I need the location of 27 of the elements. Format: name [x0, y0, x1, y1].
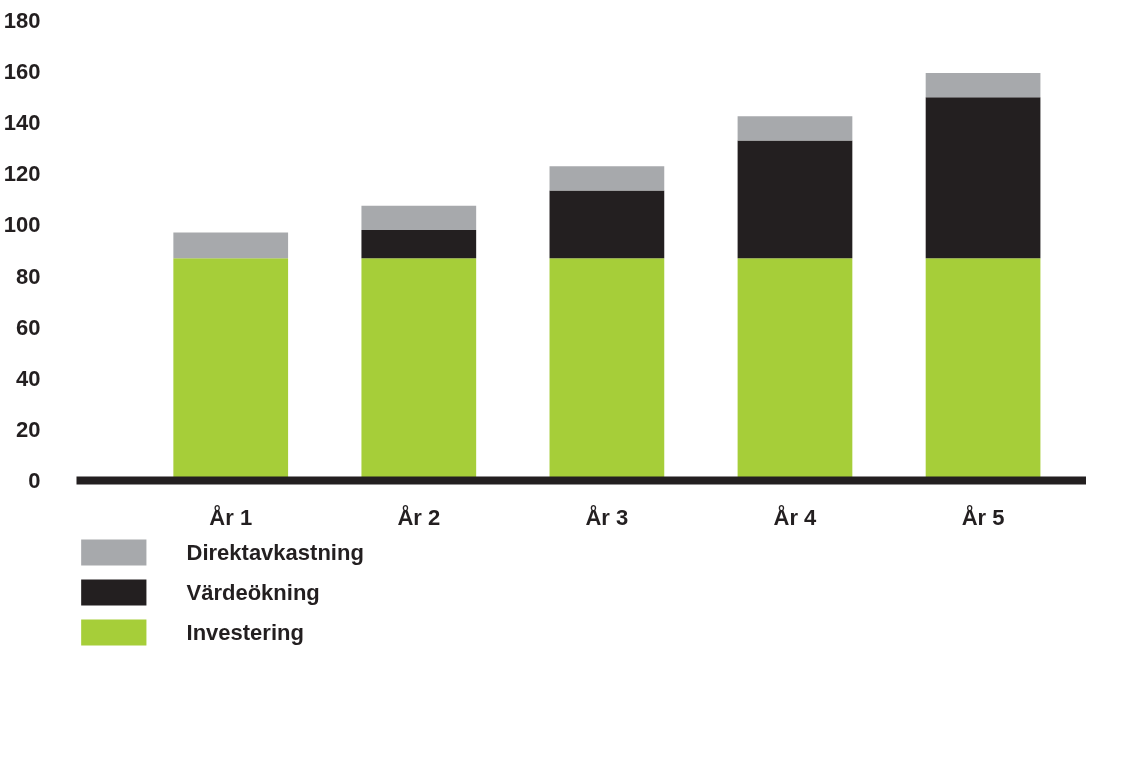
- y-tick-label: 160: [3, 59, 41, 85]
- x-tick-label: År 2: [397, 503, 441, 530]
- bar: [549, 166, 665, 191]
- legend-label: Värdeökning: [186, 580, 320, 605]
- y-tick-label: 60: [16, 314, 41, 340]
- bar: [361, 230, 477, 259]
- y-tick-label: 140: [3, 110, 41, 136]
- legend-label: Investering: [186, 620, 304, 645]
- x-tick-label: År 1: [209, 503, 253, 530]
- x-tick-label: År 5: [961, 503, 1005, 530]
- y-tick-label: 100: [3, 212, 41, 238]
- bar: [173, 232, 289, 259]
- bar: [737, 116, 853, 141]
- bar: [361, 205, 477, 231]
- y-tick-label: 20: [16, 416, 41, 442]
- y-tick-label: 40: [16, 365, 41, 391]
- bar: [737, 140, 853, 259]
- bar: [925, 97, 1041, 259]
- y-tick-label: 120: [3, 161, 41, 187]
- x-tick-label: År 4: [773, 503, 818, 530]
- x-tick-label: År 3: [585, 503, 629, 530]
- y-tick-label: 180: [3, 8, 41, 33]
- y-tick-label: 0: [28, 468, 41, 493]
- bar: [925, 72, 1041, 98]
- legend-label: Direktavkastning: [186, 540, 364, 565]
- bar: [549, 190, 665, 259]
- y-tick-label: 80: [16, 263, 41, 289]
